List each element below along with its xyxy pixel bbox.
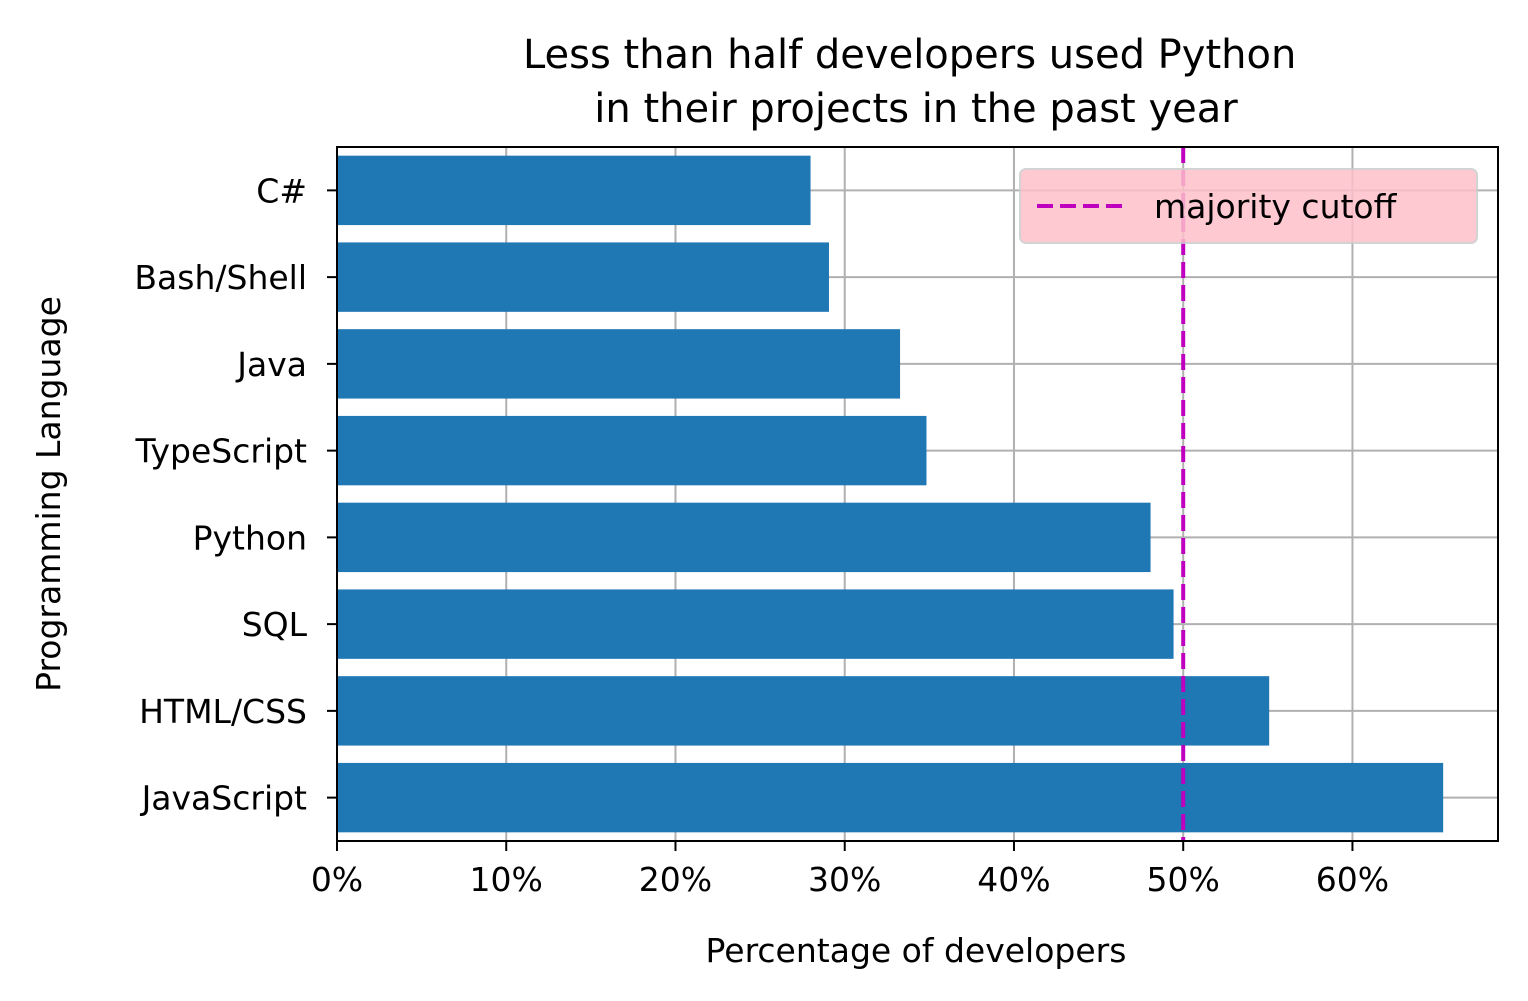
chart-title-line-2: in their projects in the past year	[594, 86, 1238, 132]
bar-java	[337, 329, 901, 399]
x-tick-label: 40%	[977, 860, 1050, 899]
bar-typescript	[337, 415, 927, 486]
bar-python	[337, 502, 1151, 573]
y-tick-label: SQL	[242, 605, 308, 644]
bar-c-	[337, 155, 811, 226]
y-tick-label: HTML/CSS	[139, 692, 307, 731]
x-tick-label: 20%	[639, 860, 712, 899]
x-tick-label: 0%	[311, 860, 363, 899]
plot-frame	[336, 146, 1499, 842]
legend-box	[1019, 168, 1478, 244]
y-tick-label: C#	[256, 171, 307, 210]
chart-title: Less than half developers used Python in…	[523, 32, 1309, 132]
y-axis-label: Programming Language	[29, 296, 68, 692]
x-tick-label: 50%	[1147, 860, 1220, 899]
y-tick-label: Java	[235, 345, 307, 384]
y-tick-label: Python	[193, 518, 307, 557]
bar-javascript	[337, 762, 1444, 833]
x-tick-label: 60%	[1316, 860, 1389, 899]
y-tick-label: TypeScript	[134, 432, 307, 471]
x-tick-label: 30%	[808, 860, 881, 899]
axis-ticks: 0% 10% 20% 30% 40% 50% 60% JavaScript HTML/CSS SQ…	[134, 171, 1389, 899]
bars	[337, 155, 1444, 833]
bar-sql	[337, 589, 1174, 659]
y-tick-label: JavaScript	[140, 779, 307, 818]
bar-bash-shell	[337, 242, 829, 312]
y-tick-label: Bash/Shell	[134, 258, 307, 297]
legend-reference-line-label: majority cutoff	[1154, 187, 1398, 226]
chart-title-line-1: Less than half developers used Python	[523, 32, 1296, 78]
bar-html-css	[337, 676, 1270, 746]
legend: majority cutoff	[1019, 168, 1478, 244]
x-tick-label: 10%	[470, 860, 543, 899]
x-axis-label: Percentage of developers	[706, 931, 1127, 970]
